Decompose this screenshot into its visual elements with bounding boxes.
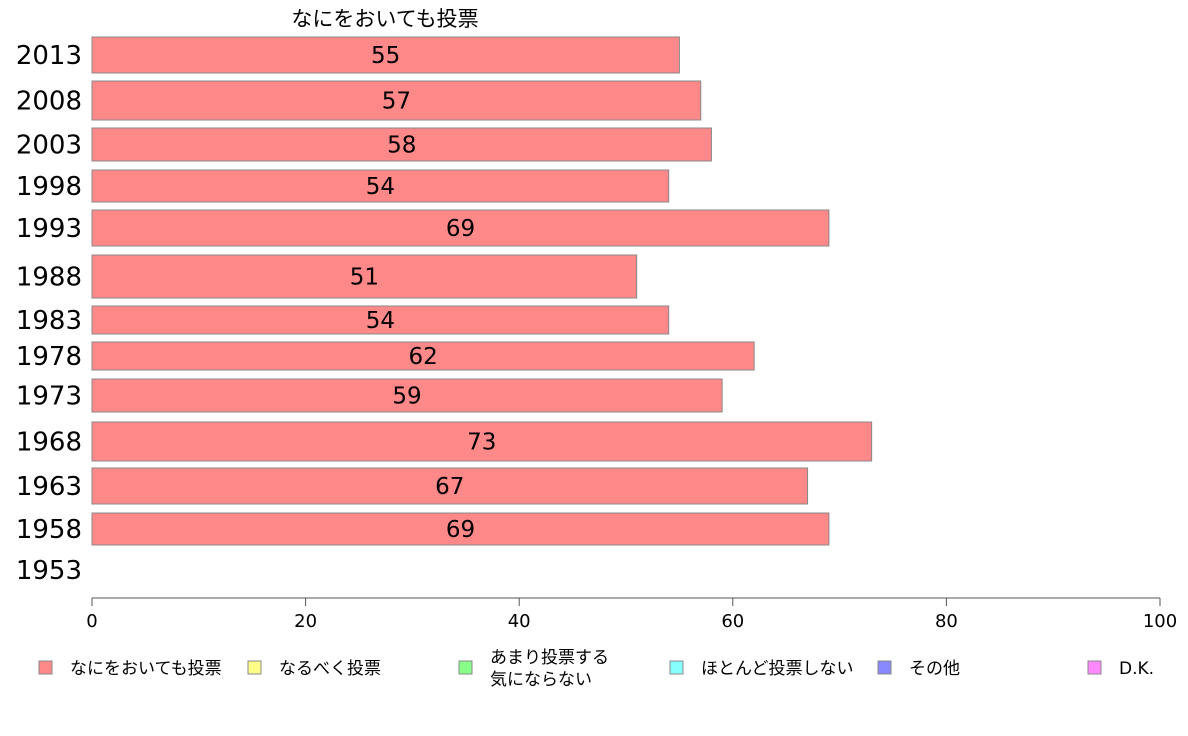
bar <box>91 341 755 371</box>
chart-title: なにをおいても投票 <box>291 7 478 31</box>
legend-swatch <box>458 660 473 675</box>
y-tick-label: 1968 <box>16 428 82 458</box>
bar <box>91 467 809 505</box>
legend-item: ほとんど投票しない <box>669 659 854 679</box>
y-tick-label: 1978 <box>16 342 82 372</box>
y-tick-label: 1963 <box>16 472 82 502</box>
bar-value-label: 73 <box>467 430 496 456</box>
legend-swatch <box>877 660 892 675</box>
bar-value-label: 58 <box>387 133 416 159</box>
bar <box>91 421 873 462</box>
legend-label: あまり投票する <box>490 648 609 668</box>
y-tick-label: 2013 <box>16 41 82 71</box>
y-tick-label: 1973 <box>16 382 82 412</box>
y-tick-label: 1988 <box>16 263 82 293</box>
legend-label: なるべく投票 <box>279 659 381 679</box>
bar-value-label: 57 <box>382 89 411 115</box>
y-tick-label: 1998 <box>16 172 82 202</box>
bar <box>91 169 670 203</box>
y-tick-label: 1993 <box>16 214 82 244</box>
bar-value-label: 69 <box>446 517 475 543</box>
bar-value-label: 59 <box>392 384 421 410</box>
y-tick-label: 2008 <box>16 87 82 117</box>
bar <box>91 254 638 299</box>
bar-value-label: 51 <box>350 265 379 291</box>
legend-item: なるべく投票 <box>247 659 381 679</box>
legend-item: なにをおいても投票 <box>38 659 222 679</box>
bar <box>91 305 670 335</box>
bars-group: 2013 55 2008 57 2003 58 1998 54 1993 69 1988 51 1983… <box>16 36 873 586</box>
x-tick-label: 80 <box>935 611 958 632</box>
bar <box>91 80 702 121</box>
legend-swatch <box>1087 660 1102 675</box>
x-tick-label: 40 <box>508 611 531 632</box>
legend-label: なにをおいても投票 <box>70 659 222 679</box>
bar <box>91 127 712 162</box>
legend-item: D.K. <box>1087 659 1154 679</box>
legend-label: その他 <box>909 659 960 679</box>
bar <box>91 378 723 413</box>
x-tick-label: 20 <box>294 611 317 632</box>
x-tick-label: 100 <box>1143 611 1177 632</box>
x-tick-label: 60 <box>721 611 744 632</box>
bar-value-label: 54 <box>366 174 395 200</box>
y-tick-label: 1953 <box>16 556 82 586</box>
y-tick-label: 1958 <box>16 515 82 545</box>
bar-value-label: 54 <box>366 308 395 334</box>
x-axis: 0 20 40 60 80 100 <box>86 597 1177 632</box>
bar <box>91 36 680 74</box>
legend-swatch <box>38 660 53 675</box>
legend-swatch <box>247 660 262 675</box>
y-tick-label: 1983 <box>16 306 82 336</box>
legend-label: D.K. <box>1119 659 1154 679</box>
bar-value-label: 67 <box>435 474 464 500</box>
legend-swatch <box>669 660 684 675</box>
x-tick-label: 0 <box>86 611 97 632</box>
legend-item: その他 <box>877 659 960 679</box>
bar-value-label: 69 <box>446 216 475 242</box>
legend-label: 気にならない <box>490 670 592 690</box>
bar <box>91 512 830 546</box>
bar-value-label: 62 <box>408 344 437 370</box>
legend-label: ほとんど投票しない <box>701 659 854 679</box>
bar-value-label: 55 <box>371 43 400 69</box>
y-tick-label: 2003 <box>16 131 82 161</box>
bar <box>91 209 830 247</box>
